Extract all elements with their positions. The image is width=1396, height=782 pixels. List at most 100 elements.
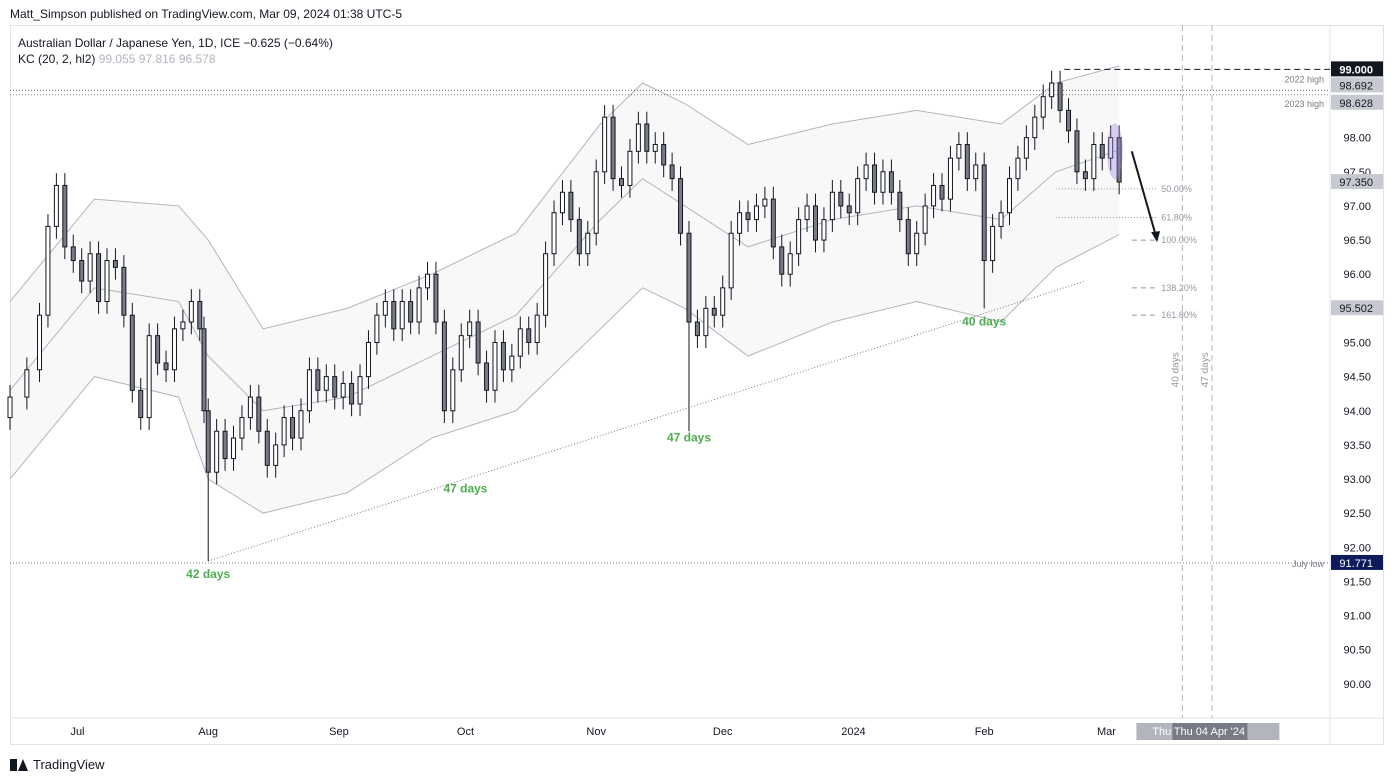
price-label-box-5 [1331, 554, 1383, 570]
candle [619, 166, 625, 198]
candle [408, 289, 414, 335]
candle-body [1057, 82, 1063, 111]
candle [273, 432, 279, 478]
candle [981, 152, 987, 309]
candle-body [517, 328, 523, 357]
candle-body [762, 198, 768, 207]
candle-body [568, 191, 574, 221]
candle-body [112, 260, 118, 268]
candle-body [855, 178, 861, 214]
candle-body [1082, 171, 1088, 180]
candle-body [475, 321, 481, 364]
candle-body [804, 205, 810, 221]
y-tick-label: 93.50 [1343, 440, 1371, 452]
candle-body [155, 335, 161, 364]
fib-label-1: 61.80% [1161, 213, 1192, 223]
candle [964, 132, 970, 191]
fib-label-0: 50.00% [1161, 184, 1192, 194]
candle [1023, 125, 1029, 171]
y-tick-label: 98.00 [1343, 133, 1371, 145]
candle-body [872, 164, 878, 193]
price-label-1: 98.692 [1339, 80, 1373, 92]
candle-body [492, 341, 498, 391]
candle [264, 418, 270, 478]
price-label-4: 95.502 [1339, 303, 1373, 315]
candle [315, 357, 321, 403]
candle-body [315, 369, 321, 391]
footer-brand[interactable]: TradingView [33, 757, 105, 772]
price-label-0: 99.000 [1339, 64, 1373, 76]
highlight-ellipse [1106, 123, 1123, 180]
candle-body [914, 232, 920, 255]
price-change: −0.625 (−0.64%) [243, 36, 333, 50]
candle [180, 309, 186, 342]
candle-body [290, 417, 296, 439]
candle-body [24, 369, 30, 398]
candle [728, 220, 734, 301]
candle [543, 241, 549, 328]
price-label-2: 98.628 [1339, 98, 1373, 110]
candle-body [349, 382, 355, 405]
symbol-row[interactable]: Australian Dollar / Japanese Yen, 1D, IC… [18, 35, 333, 51]
candle-body [425, 273, 431, 289]
y-tick-label: 91.00 [1343, 611, 1371, 623]
candle [87, 241, 93, 294]
candle [188, 289, 194, 335]
x-tick-label: Nov [586, 726, 606, 738]
candle-body [728, 232, 734, 289]
candle-body [956, 143, 962, 159]
candle-body [1049, 82, 1055, 98]
level-label-1: 2023 high [1284, 99, 1324, 109]
candle-body [96, 253, 102, 303]
keltner-middle-line [9, 149, 1120, 412]
candle [770, 186, 776, 260]
candle [247, 384, 253, 430]
candle [694, 309, 700, 348]
candle [669, 152, 675, 191]
fib-label-2: 100.00% [1161, 235, 1197, 245]
x-tick-label: 2024 [841, 726, 865, 738]
candle [146, 323, 152, 430]
indicator-row[interactable]: KC (20, 2, hl2) 99.055 97.816 96.578 [18, 51, 333, 67]
candle [526, 316, 532, 355]
candle-body [863, 164, 869, 180]
y-tick-label: 92.50 [1343, 508, 1371, 520]
publisher-line: Matt_Simpson published on TradingView.co… [10, 7, 402, 21]
candle [484, 350, 490, 403]
chart-legend: Australian Dollar / Japanese Yen, 1D, IC… [18, 35, 333, 67]
level-label-2: July low [1292, 559, 1325, 569]
candle [998, 200, 1004, 239]
candle [686, 220, 692, 432]
annotation-label-3: 40 days [962, 314, 1006, 328]
candle [96, 241, 102, 314]
candle [880, 159, 886, 205]
candle-body [62, 184, 68, 248]
candle [838, 179, 844, 219]
candle [1057, 70, 1063, 123]
price-label-3: 97.350 [1339, 177, 1373, 189]
candle-body [365, 341, 371, 378]
candle [138, 377, 144, 430]
candle-body [201, 328, 207, 412]
candle [62, 173, 68, 260]
candle [1032, 104, 1038, 150]
candle-body [1066, 109, 1072, 132]
candle-body [559, 191, 565, 214]
indicator-value-middle: 97.816 [138, 52, 176, 66]
candle-body [416, 287, 422, 323]
candle-body [543, 253, 549, 316]
candle-body [703, 307, 709, 337]
candle-body [205, 410, 211, 473]
candle [433, 261, 439, 335]
candle [1116, 125, 1122, 195]
candle-body [180, 321, 186, 330]
candle-body [981, 164, 987, 262]
x-axis-flag-front [1172, 723, 1248, 740]
candle-body [323, 376, 329, 391]
candle-body [931, 184, 937, 207]
tradingview-logo-icon [10, 758, 28, 771]
candle [855, 166, 861, 226]
candle [45, 214, 51, 328]
price-label-5: 91.771 [1339, 558, 1373, 570]
